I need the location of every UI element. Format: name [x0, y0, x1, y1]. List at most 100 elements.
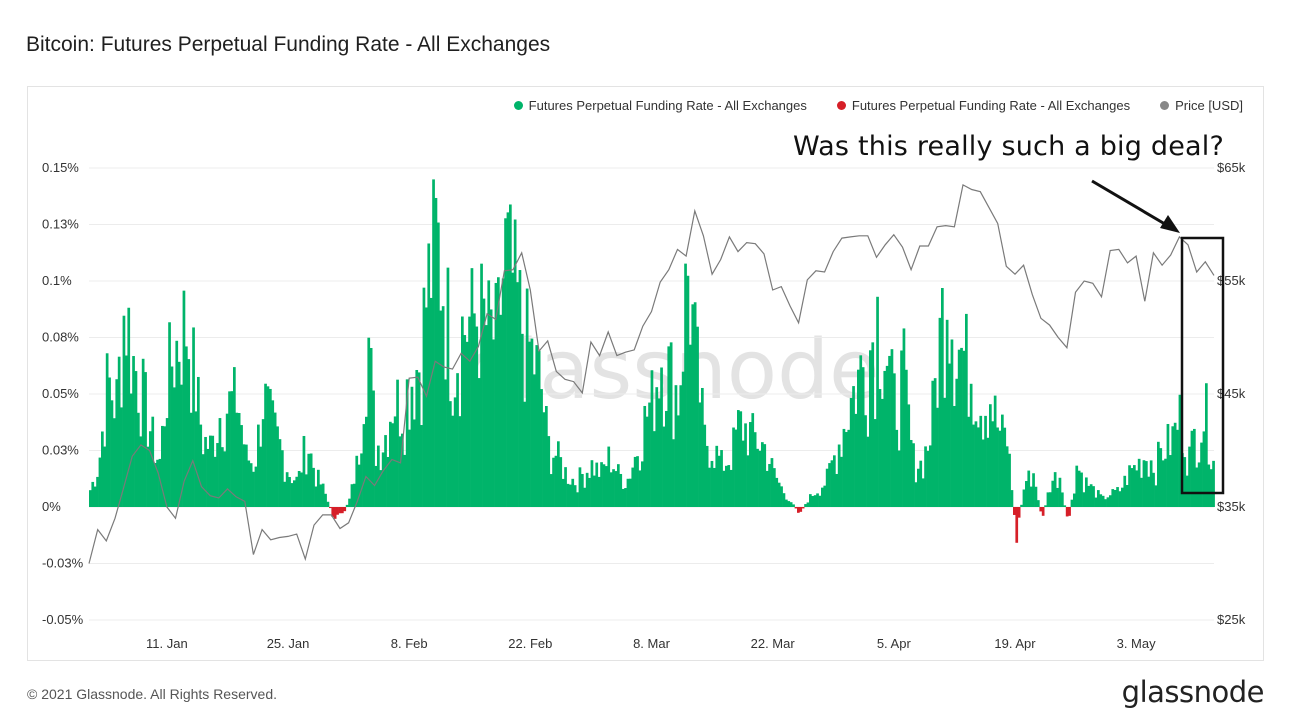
- funding-bar-positive: [127, 307, 131, 507]
- funding-bar-positive: [749, 422, 752, 507]
- funding-bar-positive: [211, 435, 215, 507]
- funding-bar-positive: [535, 345, 539, 507]
- funding-bar-positive: [1195, 467, 1199, 507]
- funding-bar-positive: [713, 467, 716, 507]
- funding-bar-positive: [1169, 455, 1172, 507]
- funding-bar-positive: [1130, 468, 1134, 507]
- funding-bar-positive: [1092, 486, 1095, 507]
- funding-bar-negative: [343, 507, 347, 512]
- y-right-tick-label: $45k: [1217, 386, 1246, 401]
- y-left-tick-label: 0.05%: [42, 386, 79, 401]
- funding-bar-positive: [746, 455, 750, 507]
- funding-bar-positive: [182, 290, 186, 507]
- funding-bar-positive: [192, 327, 195, 507]
- funding-bar-positive: [177, 361, 181, 507]
- funding-bar-positive: [422, 287, 426, 507]
- funding-bar-positive: [449, 401, 452, 507]
- funding-bar-positive: [1137, 458, 1141, 507]
- funding-bar-positive: [353, 483, 356, 507]
- x-tick-label: 25. Jan: [267, 636, 310, 651]
- funding-bar-positive: [93, 486, 97, 507]
- funding-bar-positive: [213, 456, 217, 507]
- funding-bar-negative: [797, 507, 800, 513]
- funding-bar-positive: [955, 378, 959, 507]
- funding-bar-positive: [487, 280, 491, 507]
- legend-item-funding-negative[interactable]: Futures Perpetual Funding Rate - All Exc…: [836, 98, 1130, 113]
- funding-bar-positive: [480, 263, 483, 507]
- funding-bar-positive: [173, 387, 176, 507]
- funding-bar-positive: [897, 450, 901, 507]
- y-left-tick-label: 0.1%: [42, 273, 72, 288]
- funding-bar-positive: [777, 482, 781, 507]
- x-tick-label: 11. Jan: [146, 636, 188, 651]
- funding-bar-positive: [1044, 505, 1047, 507]
- funding-bar-positive: [146, 446, 150, 507]
- funding-bar-positive: [525, 288, 529, 507]
- funding-bar-positive: [242, 444, 246, 507]
- funding-bar-positive: [271, 400, 275, 507]
- funding-bar-positive: [578, 467, 582, 507]
- funding-bar-positive: [1080, 472, 1083, 507]
- funding-bar-positive: [1133, 465, 1136, 507]
- funding-bar-positive: [1212, 460, 1215, 507]
- funding-bar-positive: [996, 427, 999, 507]
- funding-bar-positive: [1010, 490, 1014, 507]
- funding-bar-positive: [686, 275, 690, 507]
- funding-bar-positive: [806, 502, 810, 507]
- funding-bar-positive: [1109, 495, 1112, 507]
- copyright-text: © 2021 Glassnode. All Rights Reserved.: [27, 686, 278, 702]
- y-left-tick-label: 0.08%: [42, 330, 79, 345]
- funding-bar-positive: [417, 372, 421, 507]
- funding-bar-positive: [665, 410, 668, 507]
- funding-bar-positive: [446, 267, 450, 507]
- funding-bar-positive: [187, 359, 191, 507]
- funding-bar-positive: [153, 462, 157, 507]
- funding-bar-positive: [293, 480, 296, 507]
- funding-bar-positive: [141, 358, 145, 507]
- funding-bar-positive: [924, 446, 927, 507]
- funding-bar-positive: [384, 435, 387, 507]
- funding-bar-positive: [809, 494, 812, 507]
- funding-bar-positive: [653, 431, 656, 507]
- funding-bar-positive: [492, 339, 495, 507]
- funding-bar-positive: [842, 428, 846, 507]
- funding-bar-positive: [953, 406, 956, 507]
- funding-bar-positive: [607, 446, 611, 507]
- funding-bar-positive: [1073, 493, 1076, 507]
- funding-bar-positive: [1193, 428, 1196, 507]
- funding-bar-positive: [902, 328, 906, 507]
- legend-label: Futures Perpetual Funding Rate - All Exc…: [528, 98, 807, 113]
- funding-bar-positive: [1025, 481, 1028, 507]
- funding-bar-positive: [823, 485, 827, 507]
- funding-bar-positive: [643, 405, 647, 507]
- annotation-group: [1091, 179, 1225, 495]
- funding-bar-positive: [1145, 461, 1148, 507]
- funding-bar-positive: [465, 341, 469, 507]
- funding-bar-positive: [645, 416, 649, 507]
- funding-bar-positive: [389, 421, 392, 507]
- y-right-tick-label: $35k: [1217, 499, 1246, 514]
- funding-bar-positive: [782, 493, 786, 507]
- y-left-tick-label: 0.15%: [42, 160, 79, 175]
- legend-item-funding-positive[interactable]: Futures Perpetual Funding Rate - All Exc…: [513, 98, 807, 113]
- funding-bar-negative: [801, 507, 805, 509]
- funding-bar-positive: [835, 473, 839, 507]
- funding-bar-positive: [261, 419, 265, 507]
- funding-bar-negative: [799, 507, 803, 512]
- funding-bar-positive: [571, 478, 575, 507]
- funding-bar-positive: [557, 441, 560, 507]
- funding-bar-positive: [439, 310, 443, 507]
- funding-bar-positive: [278, 439, 282, 507]
- funding-bar-positive: [931, 380, 935, 507]
- funding-bar-positive: [1085, 477, 1088, 507]
- funding-bar-positive: [761, 442, 764, 507]
- funding-bar-positive: [869, 350, 872, 507]
- funding-bar-positive: [741, 440, 745, 507]
- funding-bar-positive: [989, 404, 992, 507]
- funding-bar-positive: [650, 370, 654, 507]
- funding-bar-positive: [614, 471, 618, 507]
- funding-bar-positive: [624, 488, 627, 507]
- x-tick-label: 8. Mar: [633, 636, 671, 651]
- legend-item-price[interactable]: Price [USD]: [1160, 98, 1243, 113]
